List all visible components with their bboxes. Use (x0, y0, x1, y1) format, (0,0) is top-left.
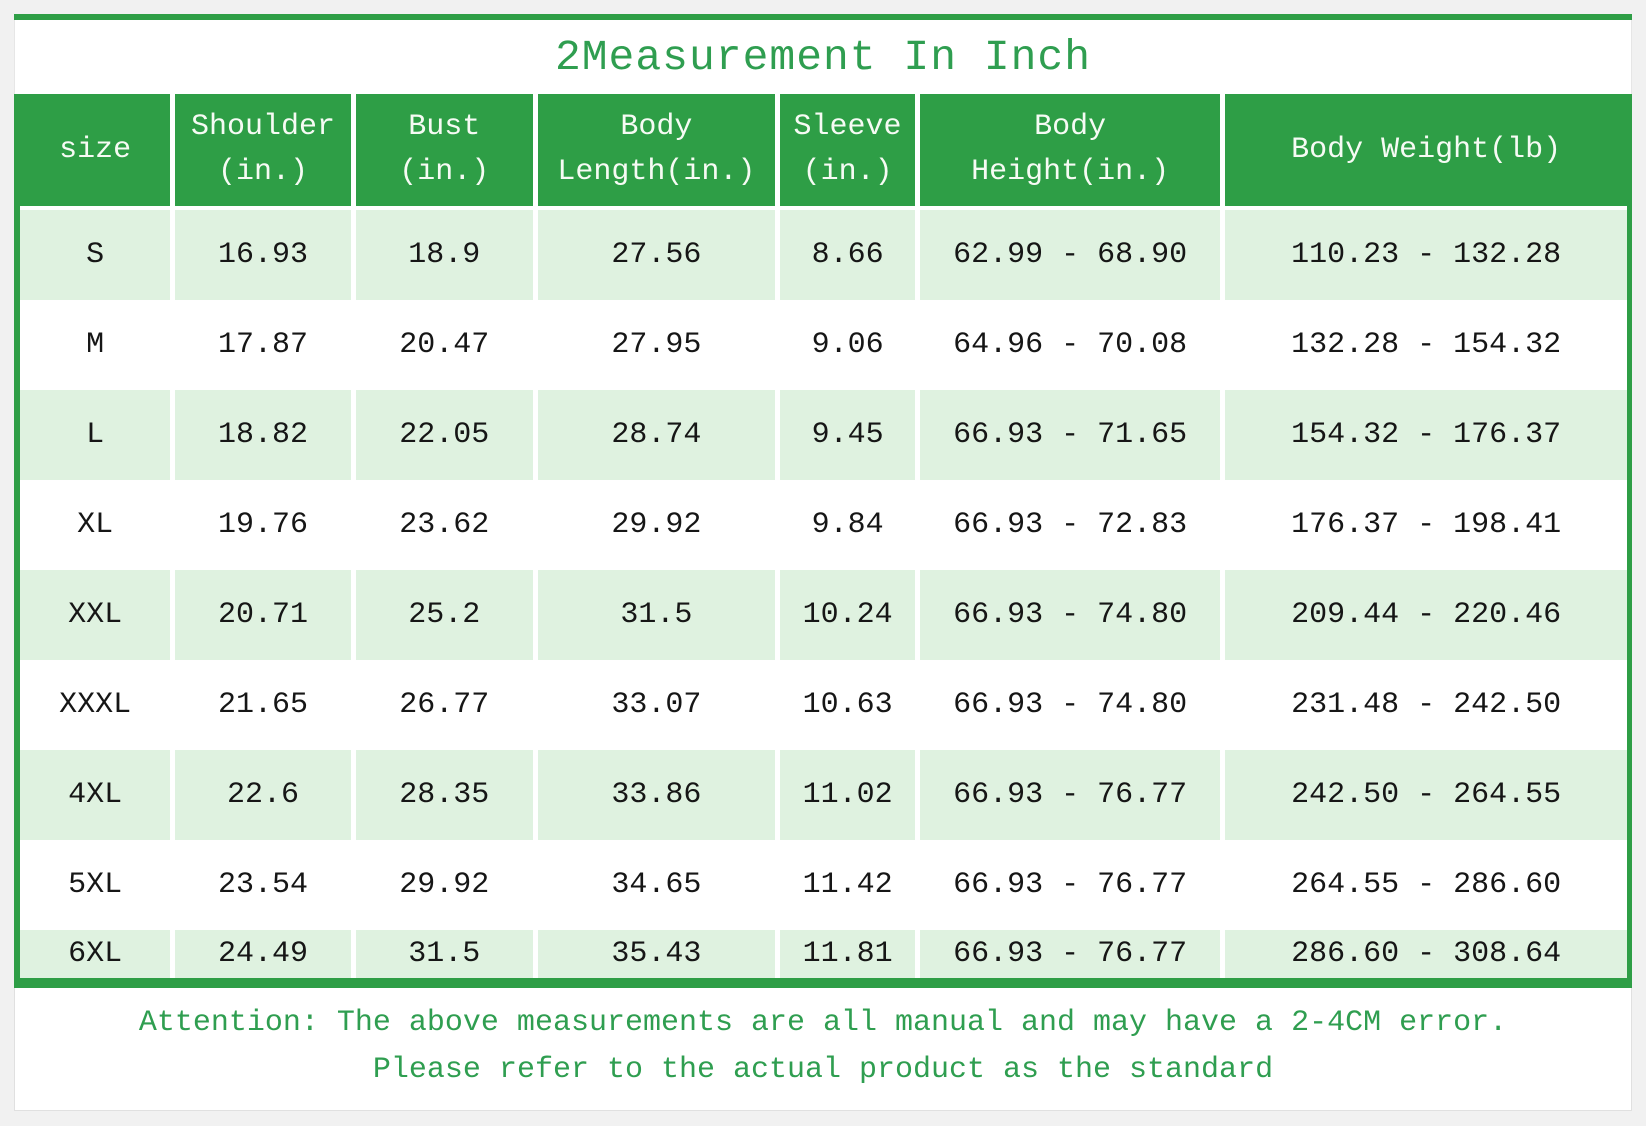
value-cell: 66.93 - 74.80 (917, 570, 1226, 660)
value-cell: 66.93 - 72.83 (917, 480, 1226, 570)
value-cell: 31.5 (353, 930, 538, 978)
value-cell: 25.2 (353, 570, 538, 660)
size-table-wrap: size Shoulder (in.) Bust (in.) Body Length(… (14, 94, 1632, 988)
value-cell: 27.56 (535, 208, 781, 300)
value-cell: 34.65 (535, 840, 781, 930)
size-cell: XL (20, 480, 176, 570)
value-cell: 9.45 (777, 390, 920, 480)
value-cell: 11.42 (777, 840, 920, 930)
value-cell: 28.74 (535, 390, 781, 480)
table-body: S 16.93 18.9 27.56 8.66 62.99 - 68.90 110.23 -… (20, 208, 1627, 978)
title-band: 2Measurement In Inch (14, 20, 1632, 94)
value-cell: 33.86 (535, 750, 781, 840)
value-cell: 209.44 - 220.46 (1222, 570, 1627, 660)
value-cell: 28.35 (353, 750, 538, 840)
value-cell: 21.65 (172, 660, 356, 750)
top-border-bar (14, 14, 1632, 20)
value-cell: 22.05 (353, 390, 538, 480)
value-cell: 242.50 - 264.55 (1222, 750, 1627, 840)
size-cell: 5XL (20, 840, 176, 930)
value-cell: 24.49 (172, 930, 356, 978)
value-cell: 29.92 (353, 840, 538, 930)
column-header: Bust (in.) (353, 94, 538, 210)
attention-note: Attention: The above measurements are al… (14, 988, 1632, 1111)
column-header: Shoulder (in.) (172, 94, 356, 210)
column-header: size (20, 94, 176, 210)
value-cell: 20.71 (172, 570, 356, 660)
value-cell: 154.32 - 176.37 (1222, 390, 1627, 480)
value-cell: 18.9 (353, 208, 538, 300)
table-row: XXL 20.71 25.2 31.5 10.24 66.93 - 74.80 209.44… (20, 570, 1627, 660)
size-cell: XXL (20, 570, 176, 660)
size-cell: S (20, 208, 176, 300)
table-row: 4XL 22.6 28.35 33.86 11.02 66.93 - 76.77 242.5… (20, 750, 1627, 840)
value-cell: 231.48 - 242.50 (1222, 660, 1627, 750)
size-cell: M (20, 300, 176, 390)
table-row: 6XL 24.49 31.5 35.43 11.81 66.93 - 76.77 286.6… (20, 930, 1627, 978)
value-cell: 10.63 (777, 660, 920, 750)
value-cell: 11.81 (777, 930, 920, 978)
size-cell: XXXL (20, 660, 176, 750)
column-header: Sleeve (in.) (777, 94, 920, 210)
value-cell: 17.87 (172, 300, 356, 390)
size-cell: 6XL (20, 930, 176, 978)
table-row: XXXL 21.65 26.77 33.07 10.63 66.93 - 74.80 231… (20, 660, 1627, 750)
size-cell: L (20, 390, 176, 480)
value-cell: 23.62 (353, 480, 538, 570)
value-cell: 286.60 - 308.64 (1222, 930, 1627, 978)
value-cell: 66.93 - 76.77 (917, 750, 1226, 840)
value-cell: 9.84 (777, 480, 920, 570)
value-cell: 110.23 - 132.28 (1222, 208, 1627, 300)
column-header: Body Weight(lb) (1222, 94, 1627, 210)
value-cell: 9.06 (777, 300, 920, 390)
value-cell: 29.92 (535, 480, 781, 570)
table-row: 5XL 23.54 29.92 34.65 11.42 66.93 - 76.77 264.… (20, 840, 1627, 930)
value-cell: 19.76 (172, 480, 356, 570)
value-cell: 176.37 - 198.41 (1222, 480, 1627, 570)
attention-line-1: Attention: The above measurements are al… (138, 1006, 1508, 1040)
value-cell: 18.82 (172, 390, 356, 480)
table-row: M 17.87 20.47 27.95 9.06 64.96 - 70.08 132.28 … (20, 300, 1627, 390)
value-cell: 66.93 - 74.80 (917, 660, 1226, 750)
value-cell: 11.02 (777, 750, 920, 840)
value-cell: 33.07 (535, 660, 781, 750)
size-chart-page: 2Measurement In Inch size Shoulder (in.) B… (14, 14, 1632, 1111)
value-cell: 23.54 (172, 840, 356, 930)
page-title: 2Measurement In Inch (554, 32, 1092, 82)
table-row: L 18.82 22.05 28.74 9.45 66.93 - 71.65 154.32 … (20, 390, 1627, 480)
value-cell: 64.96 - 70.08 (917, 300, 1226, 390)
table-row: XL 19.76 23.62 29.92 9.84 66.93 - 72.83 176.37… (20, 480, 1627, 570)
value-cell: 264.55 - 286.60 (1222, 840, 1627, 930)
column-header: Body Length(in.) (535, 94, 781, 210)
value-cell: 20.47 (353, 300, 538, 390)
value-cell: 26.77 (353, 660, 538, 750)
value-cell: 66.93 - 71.65 (917, 390, 1226, 480)
value-cell: 31.5 (535, 570, 781, 660)
value-cell: 8.66 (777, 208, 920, 300)
value-cell: 66.93 - 76.77 (917, 930, 1226, 978)
size-table: size Shoulder (in.) Bust (in.) Body Length(… (20, 94, 1627, 978)
value-cell: 66.93 - 76.77 (917, 840, 1226, 930)
value-cell: 27.95 (535, 300, 781, 390)
value-cell: 16.93 (172, 208, 356, 300)
column-header: Body Height(in.) (917, 94, 1226, 210)
size-cell: 4XL (20, 750, 176, 840)
value-cell: 10.24 (777, 570, 920, 660)
table-row: S 16.93 18.9 27.56 8.66 62.99 - 68.90 110.23 -… (20, 208, 1627, 300)
value-cell: 35.43 (535, 930, 781, 978)
value-cell: 132.28 - 154.32 (1222, 300, 1627, 390)
value-cell: 62.99 - 68.90 (917, 208, 1226, 300)
header-row: size Shoulder (in.) Bust (in.) Body Length(… (20, 94, 1627, 210)
value-cell: 22.6 (172, 750, 356, 840)
attention-line-2: Please refer to the actual product as th… (372, 1053, 1274, 1087)
